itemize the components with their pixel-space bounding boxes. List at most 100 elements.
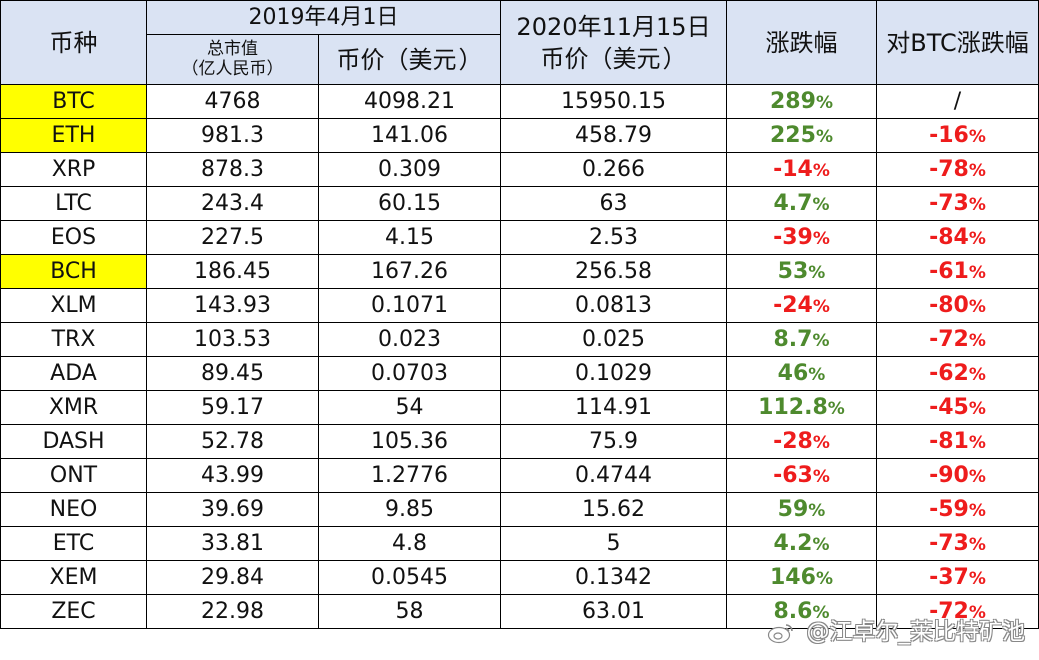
coin-cell: XLM xyxy=(0,288,147,323)
table-row: ZEC 22.98 58 63.01 8.6% -72% xyxy=(0,594,1039,629)
change-cell: 8.7% xyxy=(726,322,877,357)
price-2020-cell: 114.91 xyxy=(500,390,727,425)
percent-sign: % xyxy=(968,160,986,181)
percent-sign: % xyxy=(968,228,986,249)
vs-btc-cell: -16% xyxy=(876,118,1039,153)
percent-sign: % xyxy=(812,330,830,351)
vs-btc-cell: -73% xyxy=(876,526,1039,561)
price-2020-cell: 0.025 xyxy=(500,322,727,357)
change-cell: -63% xyxy=(726,458,877,493)
vs-btc-cell: -59% xyxy=(876,492,1039,527)
change-value: 146 xyxy=(770,564,816,590)
coin-cell: ZEC xyxy=(0,594,147,629)
watermark: @江卓尔_莱比特矿池 xyxy=(767,612,1025,646)
price-2020-cell: 75.9 xyxy=(500,424,727,459)
vs-btc-cell: -37% xyxy=(876,560,1039,595)
table-row: XLM 143.93 0.1071 0.0813 -24% -80% xyxy=(0,288,1039,323)
change-value: -28 xyxy=(773,428,813,454)
change-value: -24 xyxy=(773,292,813,318)
market-cap-cell: 981.3 xyxy=(146,118,319,153)
price-2019-cell: 1.2776 xyxy=(318,458,501,493)
percent-sign: % xyxy=(815,568,833,589)
market-cap-cell: 878.3 xyxy=(146,152,319,187)
market-cap-cell: 52.78 xyxy=(146,424,319,459)
header-price-2019: 币价（美元） xyxy=(318,34,501,85)
header-price-2020: 币价（美元） xyxy=(540,44,687,73)
percent-sign: % xyxy=(968,126,986,147)
market-cap-cell: 103.53 xyxy=(146,322,319,357)
price-2019-cell: 4098.21 xyxy=(318,84,501,119)
change-value: -39 xyxy=(773,224,813,250)
change-value: 8.7 xyxy=(773,326,813,352)
header-market-cap: 总市值 （亿人民币） xyxy=(146,34,319,85)
coin-cell: DASH xyxy=(0,424,147,459)
change-value: -14 xyxy=(773,156,813,182)
change-cell: 46% xyxy=(726,356,877,391)
price-2020-cell: 5 xyxy=(500,526,727,561)
coin-cell: ETC xyxy=(0,526,147,561)
price-2020-cell: 15.62 xyxy=(500,492,727,527)
change-value: -63 xyxy=(773,462,813,488)
change-value: 46 xyxy=(777,360,809,386)
table-row: BTC 4768 4098.21 15950.15 289% / xyxy=(0,84,1039,119)
percent-sign: % xyxy=(808,364,826,385)
price-2020-cell: 0.266 xyxy=(500,152,727,187)
change-cell: -28% xyxy=(726,424,877,459)
change-cell: 4.2% xyxy=(726,526,877,561)
percent-sign: % xyxy=(968,194,986,215)
price-2019-cell: 105.36 xyxy=(318,424,501,459)
coin-cell: XEM xyxy=(0,560,147,595)
header-market-cap-line2: （亿人民币） xyxy=(181,58,284,79)
table-row: XMR 59.17 54 114.91 112.8% -45% xyxy=(0,390,1039,425)
market-cap-cell: 143.93 xyxy=(146,288,319,323)
price-2020-cell: 458.79 xyxy=(500,118,727,153)
market-cap-cell: 227.5 xyxy=(146,220,319,255)
vs-btc-cell: -73% xyxy=(876,186,1039,221)
price-2019-cell: 0.0703 xyxy=(318,356,501,391)
price-2020-cell: 15950.15 xyxy=(500,84,727,119)
price-2019-cell: 167.26 xyxy=(318,254,501,289)
market-cap-cell: 59.17 xyxy=(146,390,319,425)
vs-btc-value: -72 xyxy=(929,598,969,624)
price-2020-cell: 63 xyxy=(500,186,727,221)
table-row: EOS 227.5 4.15 2.53 -39% -84% xyxy=(0,220,1039,255)
change-value: 225 xyxy=(770,122,816,148)
header-date-2019: 2019年4月1日 xyxy=(146,0,501,35)
change-cell: 146% xyxy=(726,560,877,595)
header-date-2020: 2020年11月15日 xyxy=(516,12,711,41)
price-2019-cell: 0.0545 xyxy=(318,560,501,595)
vs-btc-value: -90 xyxy=(929,462,969,488)
change-cell: 53% xyxy=(726,254,877,289)
table-row: ONT 43.99 1.2776 0.4744 -63% -90% xyxy=(0,458,1039,493)
table-row: ETH 981.3 141.06 458.79 225% -16% xyxy=(0,118,1039,153)
price-2019-cell: 58 xyxy=(318,594,501,629)
price-2020-cell: 0.4744 xyxy=(500,458,727,493)
table-row: NEO 39.69 9.85 15.62 59% -59% xyxy=(0,492,1039,527)
vs-btc-cell: / xyxy=(876,84,1039,119)
price-2019-cell: 141.06 xyxy=(318,118,501,153)
percent-sign: % xyxy=(812,534,830,555)
change-value: 289 xyxy=(770,88,816,114)
change-cell: -39% xyxy=(726,220,877,255)
change-value: 112.8 xyxy=(758,394,828,420)
percent-sign: % xyxy=(968,398,986,419)
coin-cell: NEO xyxy=(0,492,147,527)
price-2019-cell: 0.023 xyxy=(318,322,501,357)
vs-btc-cell: -72% xyxy=(876,594,1039,629)
percent-sign: % xyxy=(968,262,986,283)
market-cap-cell: 29.84 xyxy=(146,560,319,595)
vs-btc-value: -45 xyxy=(929,394,969,420)
price-2020-cell: 2.53 xyxy=(500,220,727,255)
coin-cell: EOS xyxy=(0,220,147,255)
change-value: 53 xyxy=(777,258,809,284)
change-cell: 225% xyxy=(726,118,877,153)
vs-btc-cell: -45% xyxy=(876,390,1039,425)
market-cap-cell: 243.4 xyxy=(146,186,319,221)
percent-sign: % xyxy=(808,500,826,521)
vs-btc-value: -73 xyxy=(929,190,969,216)
vs-btc-value: -37 xyxy=(929,564,969,590)
vs-btc-value: -59 xyxy=(929,496,969,522)
price-2020-cell: 63.01 xyxy=(500,594,727,629)
market-cap-cell: 39.69 xyxy=(146,492,319,527)
percent-sign: % xyxy=(812,466,830,487)
